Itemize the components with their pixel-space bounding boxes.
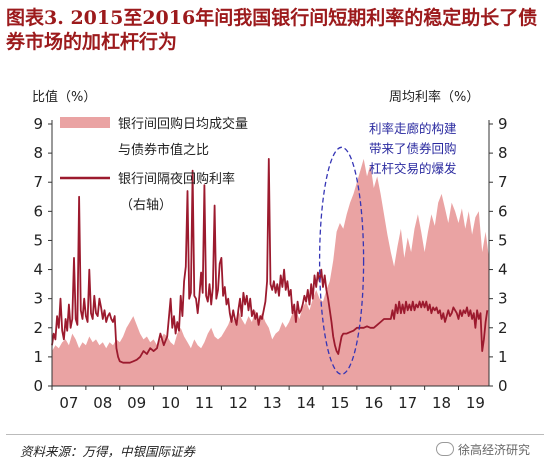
- x-tick-label: 16: [364, 394, 383, 412]
- watermark: 徐高经济研究: [436, 441, 530, 458]
- annotation-line-1: 利率走廊的构建: [369, 121, 457, 136]
- axes: [51, 120, 490, 387]
- right-y-tick-label: 7: [498, 173, 508, 191]
- x-tick-label: 17: [398, 394, 417, 412]
- legend-label-area-1: 银行间回购日均成交量: [118, 116, 248, 132]
- watermark-text: 徐高经济研究: [458, 443, 531, 457]
- left-y-tick-label: 3: [33, 290, 43, 308]
- annotation-line-3: 杠杆交易的爆发: [369, 161, 457, 176]
- legend: 银行间回购日均成交量 与债券市值之比 银行间隔夜回购利率 （右轴）: [60, 116, 248, 213]
- left-y-tick-label: 0: [33, 377, 43, 395]
- x-tick-label: 19: [466, 394, 485, 412]
- right-y-tick-label: 1: [498, 348, 508, 366]
- footer-divider: [6, 434, 544, 435]
- right-axis-label: 周均利率（%）: [389, 89, 479, 105]
- x-ticks: 07 08 09 10 11 12 13 14 15 16 17 18 19: [51, 386, 485, 412]
- x-tick-label: 14: [297, 394, 316, 412]
- left-y-ticks: 0 1 2 3 4 5 6 7 8 9: [33, 115, 52, 395]
- legend-label-line-2: （右轴）: [120, 198, 172, 213]
- right-y-tick-label: 4: [498, 261, 508, 279]
- x-tick-label: 12: [229, 394, 248, 412]
- right-y-tick-label: 0: [498, 377, 508, 395]
- right-y-tick-label: 8: [498, 144, 508, 162]
- left-y-tick-label: 4: [33, 261, 43, 279]
- left-y-tick-label: 2: [33, 319, 43, 337]
- right-y-ticks: 0 1 2 3 4 5 6 7 8 9: [489, 115, 508, 395]
- area-series-shape: [52, 158, 489, 386]
- annotation: 利率走廊的构建 带来了债券回购 杠杆交易的爆发: [318, 121, 457, 375]
- wechat-icon: [436, 442, 454, 456]
- left-y-tick-label: 8: [33, 144, 43, 162]
- figure-title: 图表3. 2015至2016年间我国银行间短期利率的稳定助长了债券市场的加杠杆行…: [6, 7, 538, 53]
- legend-label-area-2: 与债券市值之比: [118, 142, 209, 158]
- x-tick-label: 07: [59, 394, 78, 412]
- x-tick-label: 13: [263, 394, 282, 412]
- x-tick-label: 10: [161, 394, 180, 412]
- legend-label-line-1: 银行间隔夜回购利率: [118, 171, 235, 187]
- left-y-tick-label: 9: [33, 115, 43, 133]
- x-tick-label: 15: [330, 394, 349, 412]
- right-y-tick-label: 5: [498, 231, 508, 249]
- left-axis-label: 比值（%）: [32, 89, 96, 105]
- line-series-path: [51, 157, 489, 364]
- line-series: [51, 157, 489, 364]
- legend-swatch-area: [60, 117, 110, 128]
- x-tick-label: 11: [195, 394, 214, 412]
- left-y-tick-label: 7: [33, 173, 43, 191]
- x-tick-label: 08: [93, 394, 112, 412]
- annotation-ellipse: [318, 146, 365, 375]
- source-note: 资料来源：万得，中银国际证券: [20, 444, 196, 459]
- left-y-tick-label: 5: [33, 231, 43, 249]
- area-series: [52, 158, 489, 386]
- left-y-tick-label: 6: [33, 202, 43, 220]
- annotation-line-2: 带来了债券回购: [369, 141, 457, 156]
- left-y-tick-label: 1: [33, 348, 43, 366]
- right-y-tick-label: 2: [498, 319, 508, 337]
- right-y-tick-label: 9: [498, 115, 508, 133]
- x-tick-label: 18: [432, 394, 451, 412]
- right-y-tick-label: 6: [498, 202, 508, 220]
- right-y-tick-label: 3: [498, 290, 508, 308]
- x-tick-label: 09: [127, 394, 146, 412]
